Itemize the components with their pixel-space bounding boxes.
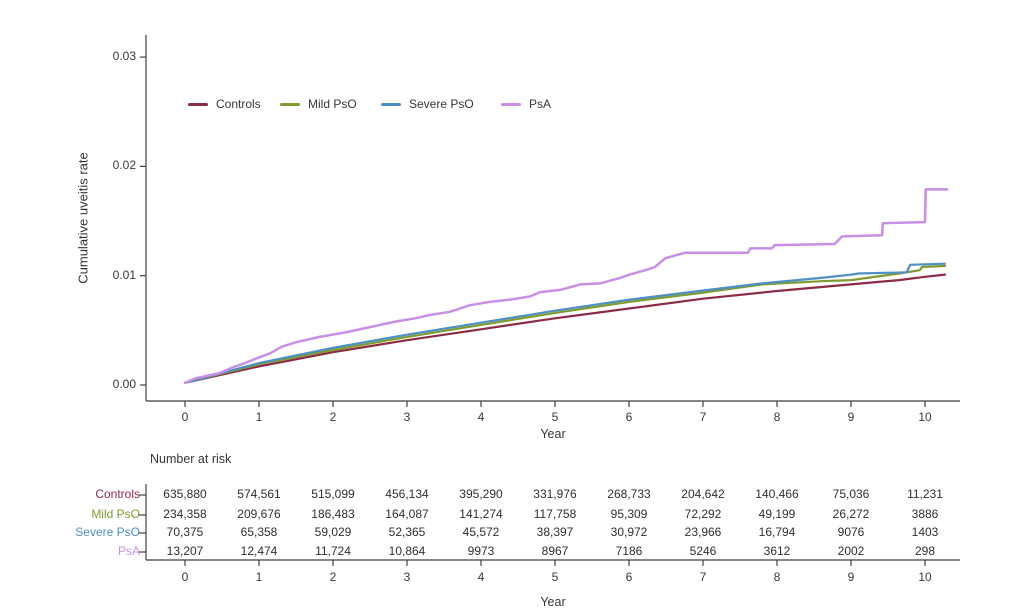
risk-cell: 12,474 (240, 544, 278, 558)
legend-item-psa: PsA (501, 96, 551, 112)
risk-row-label: Severe PsO (75, 525, 140, 539)
curve-psa (183, 188, 949, 385)
risk-cell: 2002 (837, 544, 865, 558)
legend-line-icon (501, 102, 521, 106)
x-tick-label: 3 (403, 410, 411, 424)
risk-x-tick-label: 8 (773, 570, 781, 584)
x-tick-label: 4 (477, 410, 485, 424)
risk-cell: 11,724 (315, 544, 351, 558)
legend-item-controls: Controls (188, 96, 261, 112)
risk-cell: 16,794 (758, 525, 796, 539)
risk-cell: 141,274 (459, 507, 503, 521)
risk-cell: 3612 (763, 544, 791, 558)
x-tick-label: 0 (181, 410, 189, 424)
risk-cell: 10,864 (388, 544, 426, 558)
risk-cell: 9973 (467, 544, 495, 558)
legend-label: PsA (529, 97, 552, 111)
risk-cell: 635,880 (163, 487, 207, 501)
curve-severe-pso (183, 262, 947, 384)
risk-cell: 117,758 (533, 507, 577, 521)
x-tick-label: 5 (551, 410, 559, 424)
risk-cell: 3886 (911, 507, 939, 521)
x-tick-label: 10 (918, 410, 932, 424)
risk-x-tick-label: 5 (551, 570, 559, 584)
risk-x-tick-label: 9 (847, 570, 855, 584)
risk-cell: 9076 (837, 525, 865, 539)
legend-line-icon (188, 102, 208, 106)
y-tick-label: 0.01 (112, 267, 136, 282)
risk-cell: 204,642 (681, 487, 725, 501)
risk-x-tick-label: 3 (403, 570, 411, 584)
curve-controls (183, 273, 947, 384)
risk-row-label: PsA (117, 544, 140, 558)
risk-x-tick-label: 7 (699, 570, 707, 584)
legend-line-icon (381, 102, 401, 106)
risk-x-tick-label: 6 (625, 570, 633, 584)
risk-cell: 5246 (689, 544, 717, 558)
risk-cell: 234,358 (163, 507, 207, 521)
y-tick-label: 0.03 (112, 49, 136, 64)
curve-mild-pso (183, 264, 947, 384)
risk-row-label: Controls (95, 487, 140, 501)
risk-cell: 11,231 (907, 487, 943, 501)
risk-cell: 209,676 (237, 507, 281, 521)
risk-cell: 52,365 (388, 525, 426, 539)
risk-cell: 59,029 (314, 525, 352, 539)
risk-cell: 38,397 (536, 525, 574, 539)
x-tick-label: 1 (255, 410, 263, 424)
risk-cell: 72,292 (684, 507, 722, 521)
risk-table-title: Number at risk (150, 452, 232, 466)
risk-cell: 45,572 (462, 525, 500, 539)
legend-line-icon (280, 102, 300, 106)
x-tick-label: 2 (329, 410, 337, 424)
risk-cell: 456,134 (385, 487, 429, 501)
risk-cell: 268,733 (607, 487, 651, 501)
risk-row-label: Mild PsO (91, 507, 140, 521)
risk-cell: 331,976 (533, 487, 577, 501)
legend-label: Severe PsO (409, 97, 474, 111)
x-axis-title: Year (540, 427, 566, 441)
risk-cell: 7186 (615, 544, 643, 558)
risk-cell: 298 (914, 544, 936, 558)
risk-cell: 395,290 (459, 487, 503, 501)
risk-x-tick-label: 4 (477, 570, 485, 584)
risk-cell: 1403 (911, 525, 939, 539)
risk-cell: 49,199 (758, 507, 796, 521)
risk-x-tick-label: 0 (181, 570, 189, 584)
legend-label: Controls (216, 97, 261, 111)
risk-cell: 70,375 (166, 525, 204, 539)
risk-x-tick-label: 1 (255, 570, 263, 584)
x-tick-label: 8 (773, 410, 781, 424)
x-tick-label: 6 (625, 410, 633, 424)
x-tick-label: 7 (699, 410, 707, 424)
risk-cell: 75,036 (832, 487, 870, 501)
risk-cell: 13,207 (166, 544, 204, 558)
risk-cell: 30,972 (610, 525, 648, 539)
risk-cell: 8967 (541, 544, 569, 558)
risk-cell: 574,561 (237, 487, 281, 501)
risk-cell: 515,099 (311, 487, 355, 501)
y-axis-title: Cumulative uveitis rate (75, 152, 91, 284)
risk-x-tick-label: 2 (329, 570, 337, 584)
legend-label: Mild PsO (308, 97, 357, 111)
risk-cell: 65,358 (240, 525, 278, 539)
legend-item-mild-pso: Mild PsO (280, 96, 357, 112)
y-tick-label: 0.02 (112, 158, 136, 173)
risk-cell: 26,272 (832, 507, 870, 521)
risk-cell: 164,087 (385, 507, 429, 521)
risk-cell: 23,966 (684, 525, 722, 539)
risk-x-axis-title: Year (540, 595, 566, 609)
y-tick-label: 0.00 (112, 377, 136, 391)
risk-cell: 95,309 (610, 507, 648, 521)
risk-cell: 186,483 (311, 507, 355, 521)
x-tick-label: 9 (847, 410, 855, 424)
risk-cell: 140,466 (755, 487, 799, 501)
legend-item-severe-pso: Severe PsO (381, 96, 474, 112)
risk-x-tick-label: 10 (918, 570, 932, 584)
